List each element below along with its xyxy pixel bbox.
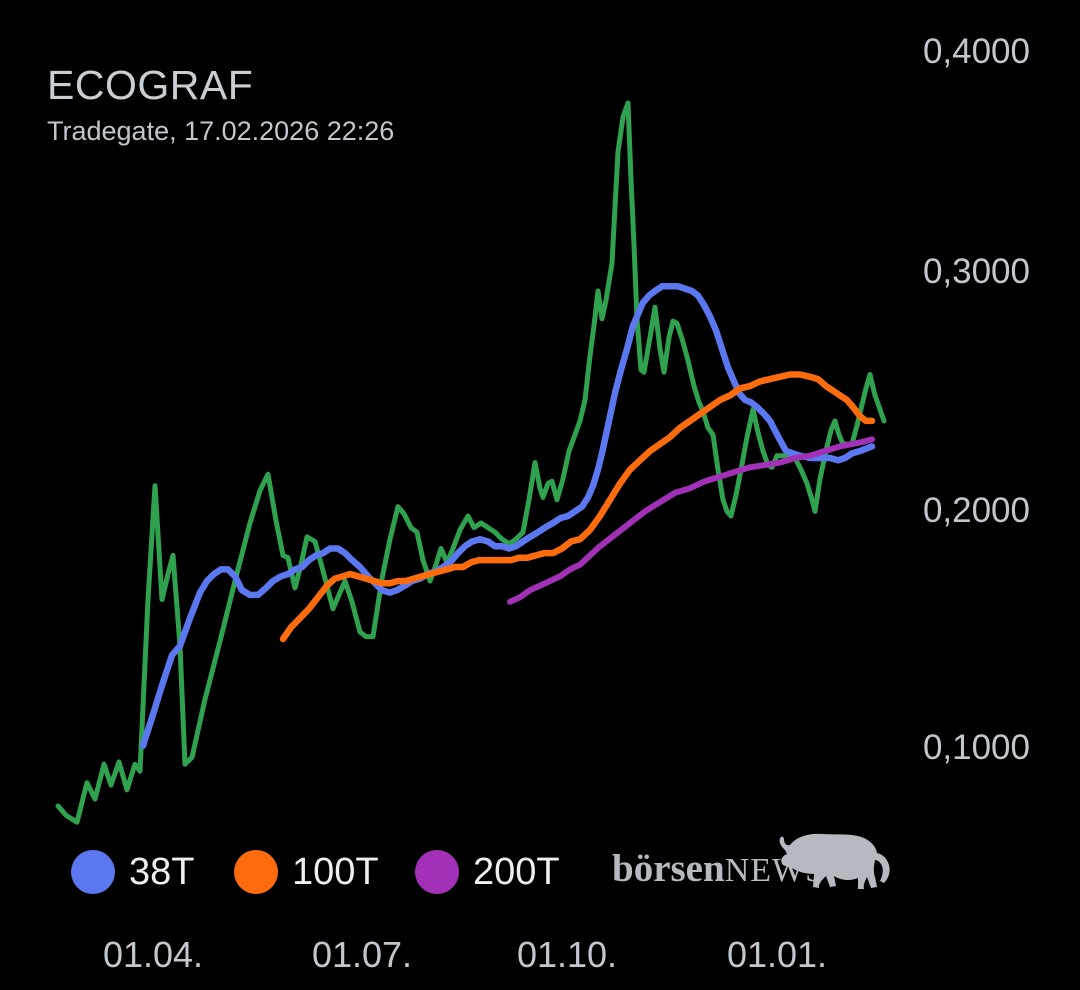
- series-100t-line: [279, 371, 876, 643]
- legend-item-200t: 200T: [415, 849, 560, 895]
- legend-item-100t: 100T: [234, 849, 379, 895]
- y-tick-label: 0,2000: [922, 491, 1030, 530]
- series-price-line: [55, 100, 887, 825]
- legend-item-38t: 38T: [71, 849, 194, 895]
- x-tick-label: 01.07.: [311, 934, 413, 975]
- y-tick-label: 0,1000: [922, 728, 1030, 767]
- y-tick-label: 0,4000: [922, 32, 1030, 71]
- page-title: ECOGRAF: [47, 62, 254, 108]
- y-tick-label: 0,3000: [922, 252, 1030, 291]
- series-38t-line: [139, 283, 876, 749]
- legend-label: 38T: [129, 851, 195, 893]
- legend-dot: [415, 850, 459, 894]
- series-200t-line: [507, 436, 875, 605]
- chart-subtitle: Tradegate, 17.02.2026 22:26: [47, 116, 395, 146]
- brand-logo-text-boersen: börsen: [612, 847, 725, 890]
- legend-dot: [234, 850, 278, 894]
- bull-icon: [779, 833, 890, 889]
- x-tick-label: 01.01.: [726, 934, 828, 975]
- legend-dot: [71, 850, 115, 894]
- legend-label: 100T: [292, 851, 379, 893]
- legend-label: 200T: [473, 851, 560, 893]
- x-tick-label: 01.10.: [516, 934, 618, 975]
- x-tick-label: 01.04.: [102, 934, 204, 975]
